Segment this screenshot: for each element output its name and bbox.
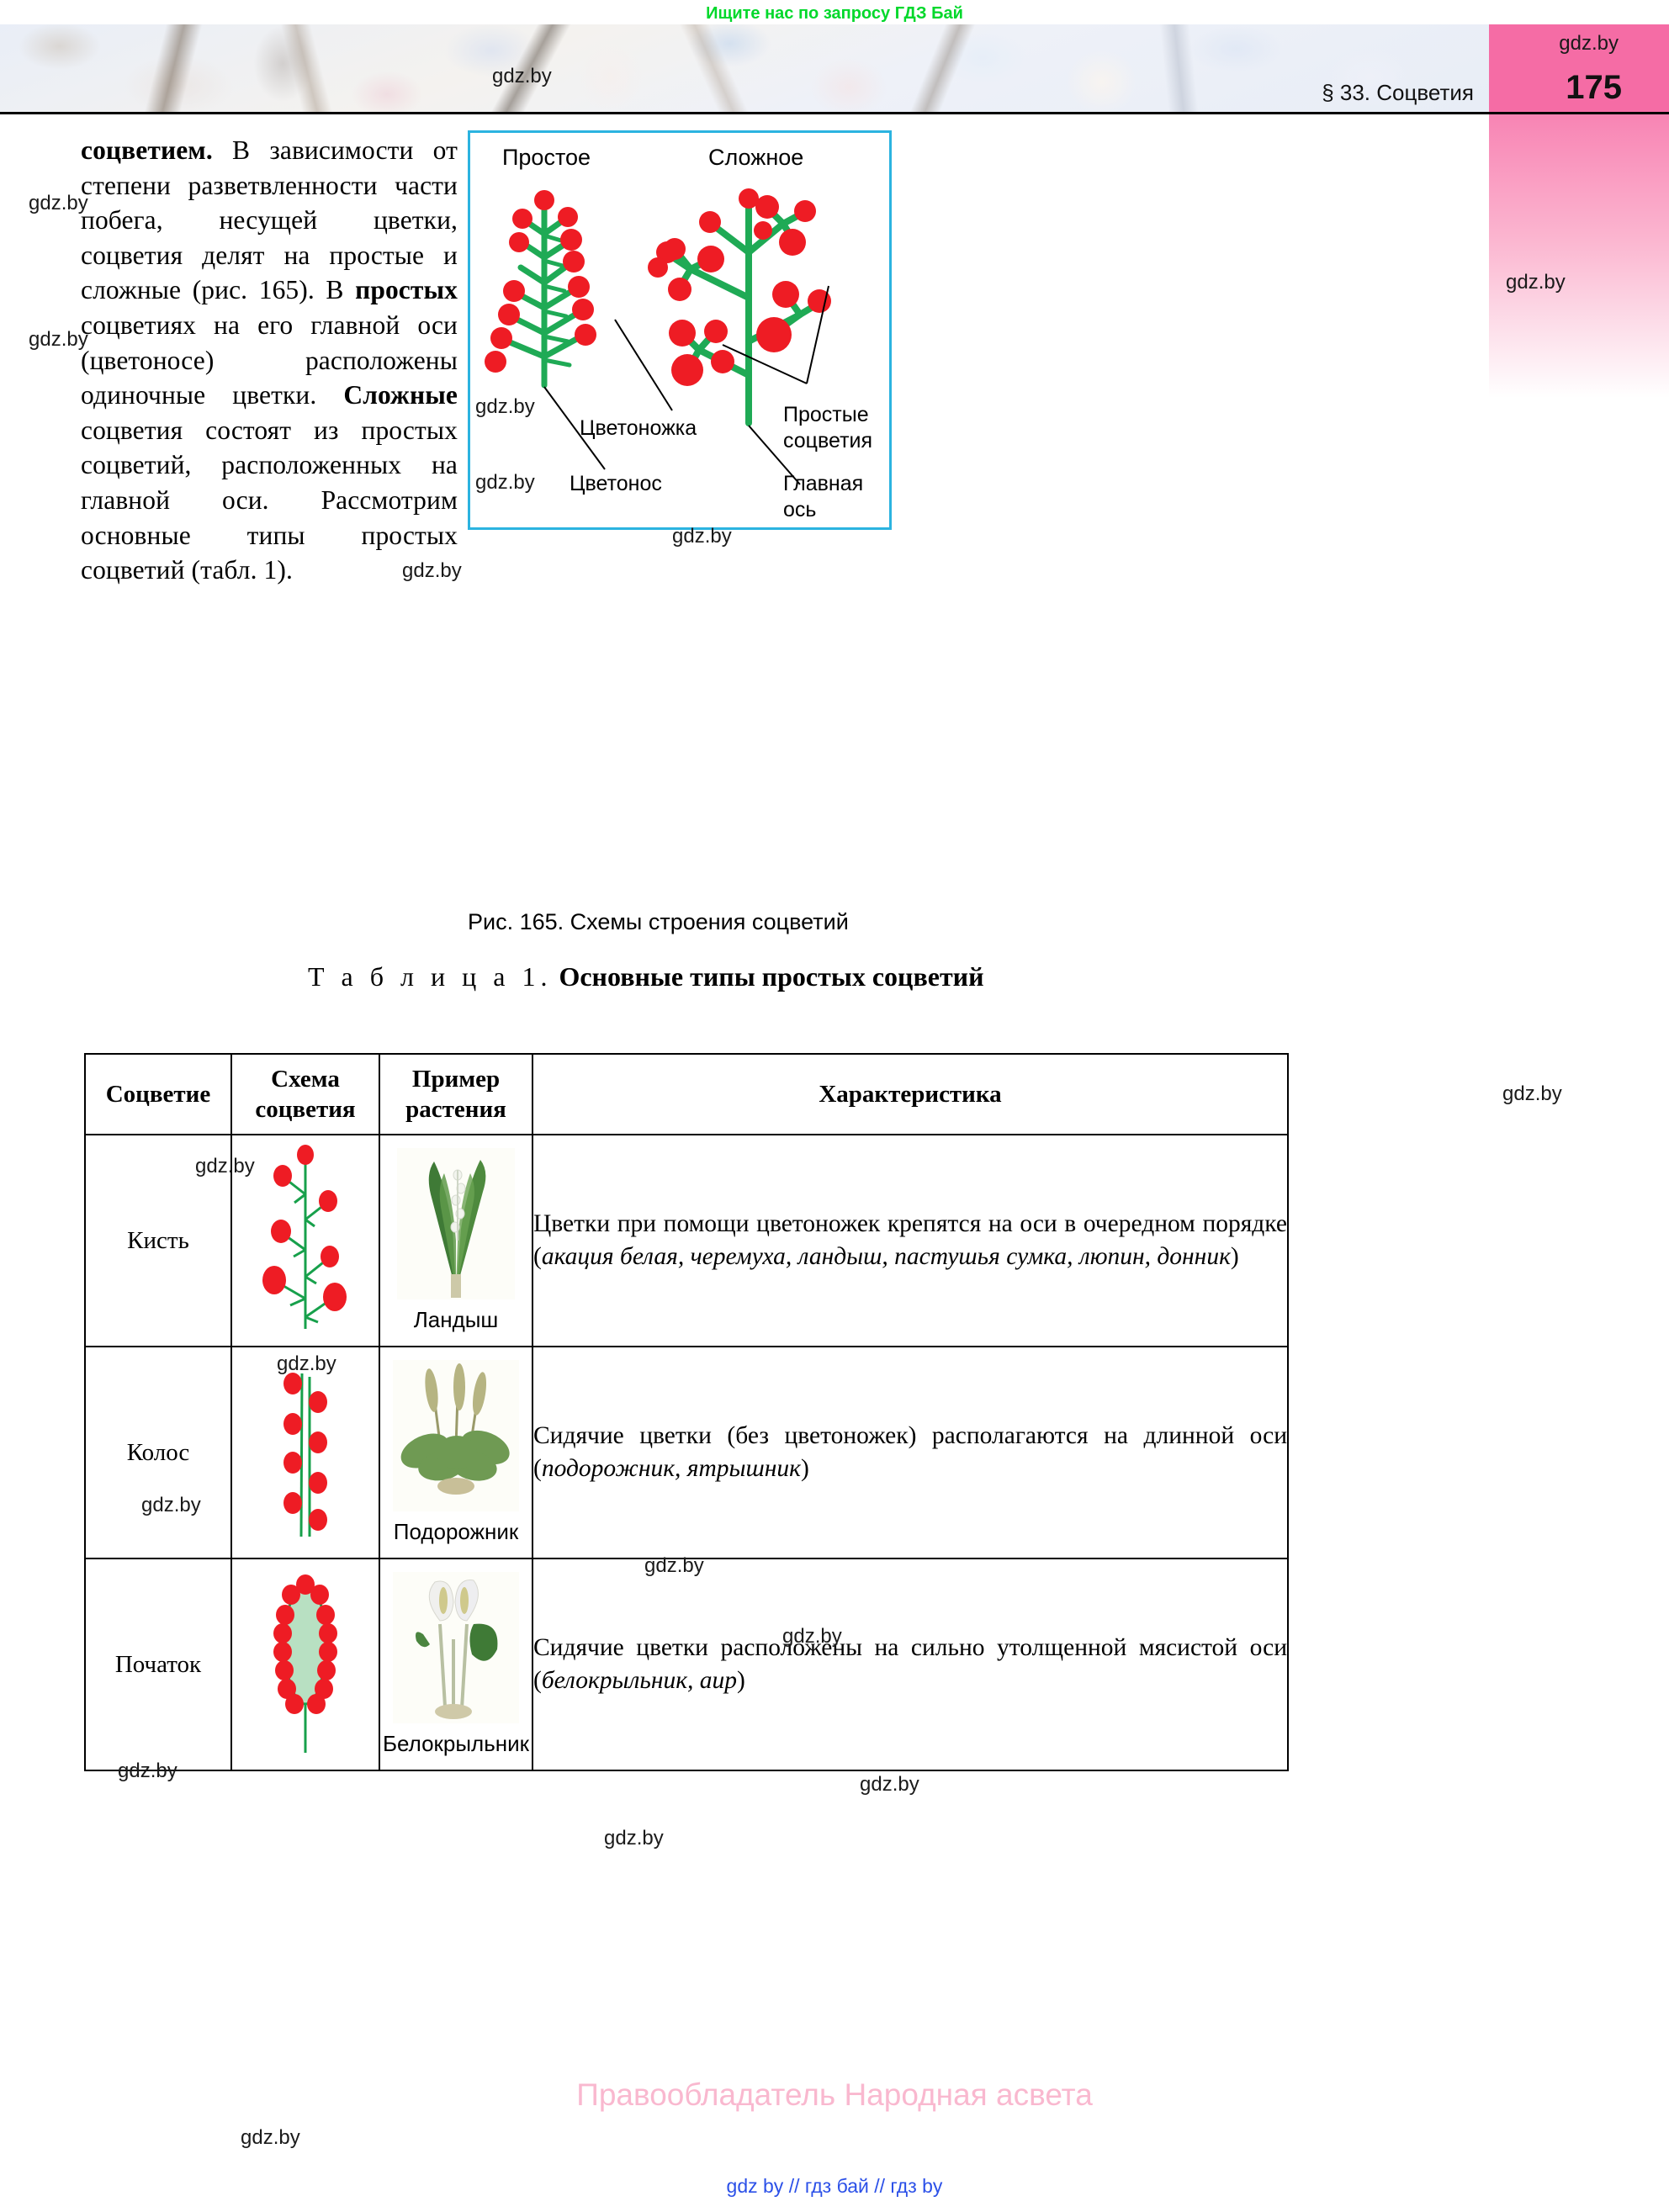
search-promo-text: Ищите нас по запросу ГДЗ Бай [706, 3, 963, 23]
bold-word-prostyh: простых [355, 275, 458, 305]
row-description-spadix: Сидячие цветки расположены на сильно уто… [532, 1558, 1289, 1771]
column-header-type: Соцветие [84, 1053, 232, 1135]
row-name-spike: Колос [84, 1346, 232, 1559]
lead-bold-word: соцветием. [81, 135, 213, 165]
simple-inflorescence-flowers [485, 190, 596, 373]
figure-label-axis-line1: Главная [783, 472, 864, 495]
row-description-spike: Сидячие цветки (без цветоножек) располаг… [532, 1346, 1289, 1559]
desc-plain-2: Сидячие цветки (без цветоножек) располаг… [533, 1422, 1287, 1482]
desc-italic-1: акация белая, черемуха, ландыш, пастушья… [541, 1243, 1231, 1270]
figure-label-simple-inflorescences: Простые соцветия [783, 402, 884, 454]
figure-caption: Рис. 165. Схемы строения соцветий [468, 909, 849, 934]
page-tab-gradient [1489, 112, 1669, 398]
body-text-part-3: соцветия состоят из простых соцветий, ра… [81, 415, 458, 585]
row-description-raceme: Цветки при помощи цветоножек крепятся на… [532, 1134, 1289, 1347]
row-name-raceme: Кисть [84, 1134, 232, 1347]
figure-label-simple-line2: соцветия [783, 429, 873, 452]
figure-label-complex: Сложное [708, 145, 804, 170]
figure-label-axis-line2: ось [783, 498, 817, 521]
complex-inflorescence-flowers [648, 188, 831, 386]
desc-italic-2: подорожник, ятрышник [541, 1455, 801, 1482]
example-name-plantain: Подорожник [393, 1519, 519, 1544]
watermark-gdz-left-1: gdz.by [29, 192, 88, 214]
watermark-gdz-figure-3: gdz.by [672, 525, 732, 548]
figure-label-peduncle: Цветонос [570, 472, 662, 495]
figure-leader-lines [543, 285, 829, 485]
search-promo-banner: Ищите нас по запросу ГДЗ Бай [0, 0, 1669, 27]
inflorescence-types-table: Соцветие Схема соцветия Пример растения … [84, 1053, 1289, 1771]
watermark-gdz-figure-1: gdz.by [475, 395, 535, 418]
header-blossom-photo [0, 24, 1489, 114]
example-name-calla: Белокрыльник [382, 1731, 530, 1756]
figure-label-main-axis: Главная ось [783, 471, 876, 523]
row-scheme-spadix [230, 1558, 380, 1771]
column-header-scheme-line1: Схема [271, 1066, 340, 1093]
body-text-part-2: соцветиях на его главной оси (цветоносе)… [81, 310, 458, 410]
table-title-prefix: Т а б л и ц а 1. [308, 961, 553, 992]
desc-tail-1: ) [1230, 1243, 1239, 1270]
section-title: § 33. Соцветия [1322, 80, 1474, 105]
row-scheme-spike [230, 1346, 380, 1559]
table-title: Т а б л и ц а 1. Основные типы простых с… [308, 961, 1401, 992]
desc-tail-3: ) [737, 1667, 745, 1694]
desc-tail-2: ) [800, 1455, 809, 1482]
calla-photo [393, 1572, 519, 1723]
column-header-example: Пример растения [379, 1053, 533, 1135]
desc-plain-3: Сидячие цветки расположены на сильно уто… [533, 1634, 1287, 1694]
simple-inflorescence-bracts [542, 233, 572, 368]
table-header-row: Соцветие Схема соцветия Пример растения … [84, 1053, 1289, 1135]
row-example-calla: Белокрыльник [379, 1558, 533, 1771]
spike-diagram-icon [283, 1372, 327, 1537]
column-header-example-line1: Пример [411, 1066, 501, 1093]
body-text-part-1: В зависимости от степени разветвленности… [81, 135, 458, 305]
desc-italic-3: белокрыльник, аир [541, 1667, 737, 1694]
figure-label-simple: Простое [502, 145, 591, 170]
watermark-gdz-footer: gdz.by [241, 2126, 300, 2149]
row-scheme-raceme [230, 1134, 380, 1347]
figure-label-simple-line1: Простые [783, 403, 869, 426]
inflorescence-schematic-svg [485, 188, 831, 485]
column-header-characteristic: Характеристика [532, 1053, 1289, 1135]
table-row: Кисть [84, 1134, 1289, 1347]
figure-inner: Простое Сложное [470, 133, 889, 548]
watermark-gdz-table-1: gdz.by [1502, 1082, 1562, 1105]
raceme-diagram-icon [262, 1144, 347, 1329]
watermark-gdz-left-2: gdz.by [29, 328, 88, 351]
table-title-main: Основные типы простых соцветий [552, 961, 984, 992]
plantain-photo [393, 1360, 519, 1511]
row-example-plantain: Подорожник [379, 1346, 533, 1559]
column-header-example-line2: растения [405, 1096, 506, 1123]
row-example-lily: Ландыш [379, 1134, 533, 1347]
bold-word-slozhnye: Сложные [343, 380, 458, 410]
footer-links[interactable]: gdz by // гдз бай // гдз by [726, 2175, 943, 2197]
rights-holder-text: Правообладатель Народная асвета [576, 2077, 1093, 2112]
page-number-tab: 175 [1489, 24, 1669, 114]
desc-plain-1: Цветки при помощи цветоножек крепятся на… [533, 1210, 1287, 1270]
figure-165-box: Простое Сложное [468, 130, 892, 548]
row-name-spadix: Початок [84, 1558, 232, 1771]
lily-of-the-valley-photo [397, 1148, 515, 1299]
spadix-diagram-icon [273, 1574, 337, 1753]
body-paragraph: соцветием. В зависимости от степени разв… [81, 133, 458, 588]
page-number: 175 [1566, 69, 1622, 106]
watermark-gdz-figure-2: gdz.by [475, 471, 535, 494]
column-header-scheme-line2: соцветия [255, 1096, 356, 1123]
watermark-gdz-table-9: gdz.by [604, 1827, 664, 1850]
figure-label-pedicel: Цветоножка [580, 416, 697, 440]
table-row: Колос [84, 1346, 1289, 1559]
table-row: Початок [84, 1558, 1289, 1771]
watermark-gdz-table-8: gdz.by [860, 1773, 919, 1796]
column-header-scheme: Схема соцветия [230, 1053, 380, 1135]
example-name-lily: Ландыш [413, 1307, 499, 1332]
